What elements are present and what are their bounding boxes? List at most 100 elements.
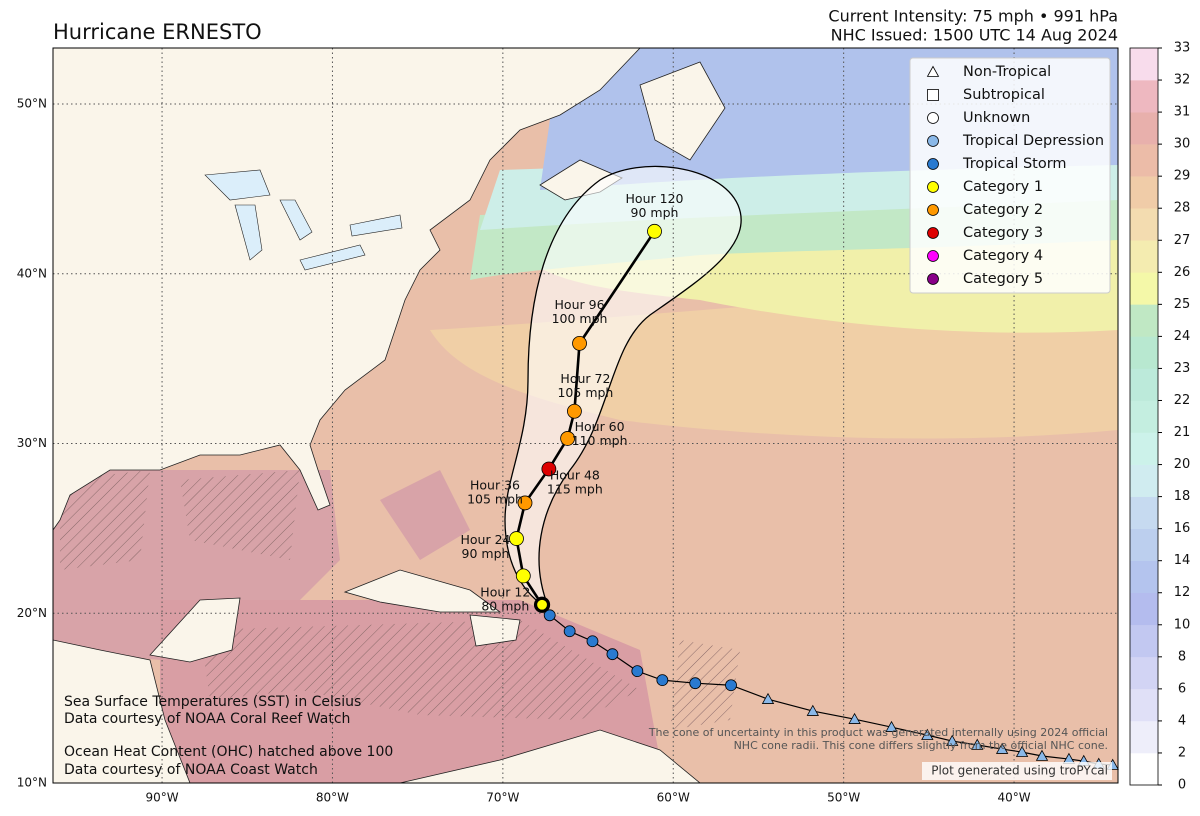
colorbar-band [1130, 240, 1158, 273]
forecast-intensity: 110 mph [572, 433, 628, 448]
header-line: NHC Issued: 1500 UTC 14 Aug 2024 [831, 26, 1118, 45]
colorbar-tick-label: 4 [1178, 713, 1186, 728]
colorbar-tick-label: 16 [1174, 521, 1191, 536]
track-point [606, 648, 619, 661]
colorbar-tick-label: 28 [1174, 201, 1191, 216]
forecast-hour: Hour 60 [575, 419, 625, 434]
header-line: Current Intensity: 75 mph • 991 hPa [828, 7, 1118, 26]
colorbar-band [1130, 688, 1158, 722]
forecast-hour: Hour 24 [460, 532, 510, 547]
track-point [995, 742, 1009, 754]
lat-tick-label: 40°N [17, 266, 47, 280]
colorbar-tick-label: 6 [1178, 681, 1186, 696]
lon-tick-label: 90°W [145, 791, 178, 805]
legend-label: Tropical Depression [962, 133, 1104, 149]
forecast-hour: Hour 12 [480, 584, 530, 599]
legend-marker [927, 250, 939, 262]
track-point [689, 677, 702, 690]
forecast-hour: Hour 36 [470, 477, 520, 492]
legend-marker [927, 89, 939, 101]
colorbar-band [1130, 624, 1158, 658]
legend-label: Unknown [963, 110, 1030, 126]
colorbar-tick-label: 26 [1174, 265, 1191, 280]
track-point [1015, 745, 1029, 757]
colorbar-band [1130, 592, 1158, 626]
credit: Plot generated using troPYcal [931, 764, 1108, 778]
track-point [517, 495, 533, 511]
legend-marker [926, 65, 940, 77]
legend-label: Non-Tropical [963, 64, 1051, 80]
legend-marker [927, 227, 939, 239]
track-point [586, 635, 599, 648]
legend-label: Category 1 [963, 179, 1043, 195]
track-point [567, 403, 582, 419]
colorbar-tick-label: 29 [1174, 169, 1191, 184]
colorbar-band [1130, 368, 1158, 401]
colorbar-band [1130, 720, 1158, 754]
legend-label: Tropical Storm [962, 156, 1067, 172]
cone [504, 165, 742, 607]
track-point [946, 734, 959, 746]
colorbar-frame [1129, 47, 1159, 786]
track-point [806, 704, 819, 716]
disclaimer: NHC cone radii. This cone differs slight… [734, 739, 1108, 752]
colorbar-band [1130, 560, 1158, 594]
colorbar-band [1130, 80, 1158, 113]
colorbar-band [1130, 208, 1158, 241]
forecast-intensity: 90 mph [462, 546, 510, 561]
colorbar-tick-label: 32 [1174, 73, 1191, 88]
colorbar-band [1130, 304, 1158, 337]
track-point [971, 738, 984, 750]
lon-tick-label: 40°W [997, 791, 1030, 805]
colorbar-band [1130, 464, 1158, 497]
track-point [560, 431, 576, 446]
forecast-intensity: 90 mph [631, 205, 679, 220]
colorbar-band [1130, 336, 1158, 369]
disclaimer: The cone of uncertainty in this product … [648, 726, 1108, 739]
note: Data courtesy of NOAA Coast Watch [64, 762, 318, 778]
legend-marker [927, 204, 939, 216]
lon-tick-label: 50°W [827, 791, 860, 805]
title: Hurricane ERNESTO [53, 20, 262, 44]
track-point [631, 665, 644, 678]
colorbar-tick-label: 21 [1174, 425, 1191, 440]
colorbar-band [1130, 528, 1158, 561]
legend-marker [927, 158, 939, 170]
forecast-hour: Hour 48 [550, 467, 600, 482]
credit-box [922, 762, 1112, 780]
track-point [543, 609, 556, 622]
legend-marker [927, 135, 939, 147]
forecast-intensity: 105 mph [557, 385, 613, 400]
colorbar-tick-label: 12 [1174, 585, 1191, 600]
legend-marker [927, 181, 939, 193]
forecast-hour: Hour 72 [560, 371, 610, 386]
colorbar-band [1130, 656, 1158, 690]
colorbar-band [1130, 432, 1158, 465]
track-point [656, 674, 669, 687]
track-point [725, 679, 737, 692]
forecast-hour: Hour 120 [626, 191, 684, 206]
colorbar-tick-label: 31 [1174, 105, 1191, 120]
track-point [533, 596, 551, 613]
legend-marker [927, 112, 939, 124]
legend-box [909, 57, 1111, 294]
legend-label: Category 4 [963, 248, 1043, 264]
past-track-line [549, 614, 1113, 766]
colorbar-tick-label: 33 [1174, 41, 1191, 56]
colorbar-tick-label: 25 [1174, 297, 1191, 312]
track-point [1035, 749, 1049, 761]
colorbar-band [1130, 112, 1158, 145]
colorbar-band [1130, 48, 1158, 81]
forecast-intensity: 100 mph [552, 311, 608, 326]
colorbar-tick-label: 22 [1174, 393, 1191, 408]
forecast-intensity: 80 mph [481, 598, 529, 613]
track-point [509, 531, 524, 546]
forecast-hour: Hour 96 [555, 297, 605, 312]
colorbar-band [1130, 752, 1158, 786]
colorbar-tick-label: 20 [1174, 457, 1191, 472]
lon-tick-label: 80°W [316, 791, 349, 805]
colorbar-tick-label: 24 [1174, 329, 1191, 344]
legend-label: Category 3 [963, 225, 1043, 241]
map-frame [52, 47, 1119, 784]
